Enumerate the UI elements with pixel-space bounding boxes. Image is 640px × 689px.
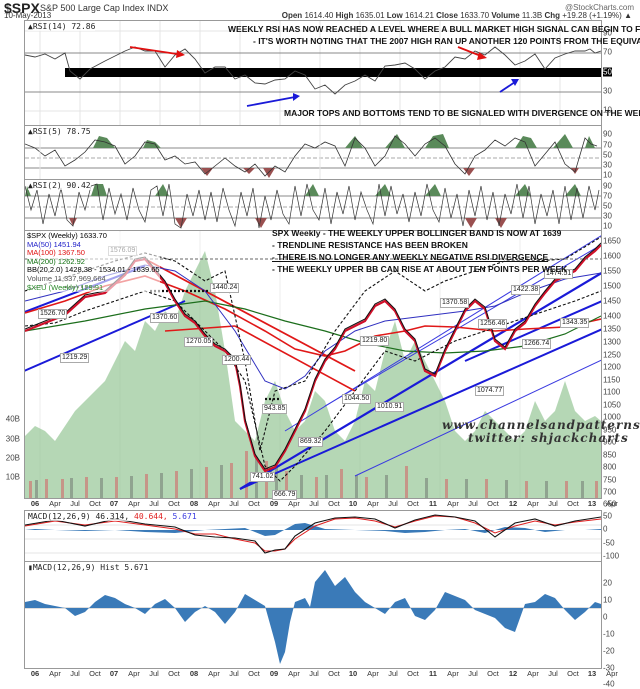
rsi-note-1: WEEKLY RSI HAS NOW REACHED A LEVEL WHERE…: [228, 24, 640, 34]
volume-label: Volume: [491, 11, 520, 20]
open-value: 1614.40: [304, 11, 334, 20]
price-tag: 1256.46: [478, 319, 508, 329]
price-tag: 869.32: [298, 437, 324, 447]
price-tag: 1440.24: [210, 283, 240, 293]
index-name: S&P 500 Large Cap Index: [40, 3, 145, 13]
legend-ma100: MA(100) 1367.50: [27, 249, 160, 258]
price-tag: 1422.38: [511, 285, 541, 295]
rsi-note-2: - IT'S WORTH NOTING THAT THE 2007 HIGH R…: [253, 36, 640, 46]
price-tag: 1526.70: [38, 309, 68, 319]
rsi5-panel: ▲RSI(5) 78.75: [24, 125, 602, 180]
indicator-icon: ▮: [28, 563, 33, 572]
low-value: 1614.21: [405, 11, 434, 20]
rsi2-label: ▲RSI(2) 90.42: [28, 181, 91, 190]
rsi2-plot: [25, 183, 601, 229]
price-tag: 1343.35: [560, 318, 590, 328]
price-tag: 1370.58: [440, 298, 470, 308]
price-tag: 666.79: [272, 490, 298, 500]
rsi14-label: ▲RSI(14) 72.86: [28, 22, 96, 31]
chart-date: 10-May-2013: [4, 11, 52, 20]
legend-bb: BB(20,2.0) 1428.38 - 1534.01 - 1639.65: [27, 265, 160, 275]
rsi14-plot: [25, 21, 601, 125]
price-tag: 1266.74: [522, 339, 552, 349]
macd-hist-label: ▮MACD(12,26,9) Hist 5.671: [28, 563, 149, 572]
macd-panel: MACD(12,26,9) 46.314, 40.644, 5.671: [24, 510, 602, 562]
low-label: Low: [386, 11, 403, 20]
legend-volume: Volume 11,337,969,664: [27, 274, 160, 284]
price-tag: 1074.77: [475, 386, 505, 396]
price-legend: $SPX (Weekly) 1633.70 MA(50) 1451.94 MA(…: [27, 231, 160, 293]
indicator-icon: ▲: [28, 127, 33, 136]
exchange: INDX: [146, 3, 169, 13]
quote-bar: Open 1614.40 High 1635.01 Low 1614.21 Cl…: [282, 11, 632, 20]
price-tag: 1219.29: [60, 353, 90, 363]
price-note-3: - THERE IS NO LONGER ANY WEEKLY NEGATIVE…: [272, 252, 549, 262]
rsi5-plot: [25, 126, 601, 179]
price-note-4: - THE WEEKLY UPPER BB CAN RISE AT ABOUT …: [272, 264, 568, 274]
legend-ma50: MA(50) 1451.94: [27, 240, 160, 250]
price-panel: [24, 230, 602, 499]
open-label: Open: [281, 11, 303, 20]
brand: @StockCharts.com: [564, 3, 634, 12]
x-axis-top: 06 Apr Jul Oct 07 Apr Jul Oct 08 Apr Jul Oct 09 Apr Ju…: [30, 499, 618, 508]
close-value: 1633.70: [460, 11, 490, 20]
up-arrow-icon: ▲: [624, 11, 632, 20]
rsi2-panel: ▲RSI(2) 90.42: [24, 179, 602, 231]
legend-ma200: MA(200) 1262.92: [27, 257, 160, 267]
price-tag: 1270.05: [184, 337, 214, 347]
high-value: 1635.01: [355, 11, 385, 20]
x-axis-bottom: 06 Apr Jul Oct 07 Apr Jul Oct 08 Apr Jul Oct 09 Apr Ju…: [30, 669, 618, 678]
legend-spx: $SPX (Weekly) 1633.70: [27, 231, 160, 241]
indicator-icon: ▲: [28, 181, 33, 190]
symbol-name: S&P 500 Large Cap Index INDX: [40, 3, 168, 13]
price-tag: 1370.60: [150, 313, 180, 323]
chart-header: $SPX S&P 500 Large Cap Index INDX @Stock…: [0, 0, 640, 20]
volume-value: 11.3B: [521, 11, 543, 20]
legend-xeu: $XEU (Weekly) 129.91: [27, 283, 160, 293]
macd-hist-plot: [25, 570, 601, 664]
price-note-2: - TRENDLINE RESISTANCE HAS BEEN BROKEN: [272, 240, 468, 250]
price-tag: 943.85: [262, 404, 288, 414]
high-label: High: [335, 11, 354, 20]
indicator-icon: ▲: [28, 22, 33, 31]
price-note-1: SPX Weekly - THE WEEKLY UPPER BOLLINGER …: [272, 228, 562, 238]
rsi5-label: ▲RSI(5) 78.75: [28, 127, 91, 136]
chg-label: Chg: [544, 11, 560, 20]
volume-axis: 40B 30B 20B 10B: [5, 414, 20, 482]
macd-hist-panel: ▮MACD(12,26,9) Hist 5.671: [24, 561, 602, 669]
price-tag: 1200.44: [222, 355, 252, 365]
price-tag: 1010.91: [375, 402, 405, 412]
rsi14-panel: ▲RSI(14) 72.86: [24, 20, 602, 126]
close-label: Close: [436, 11, 458, 20]
watermark-twitter: twitter: shjackcharts: [468, 431, 629, 445]
symbol: $SPX: [4, 0, 40, 16]
chg-value: +19.28 (+1.19%): [562, 11, 622, 20]
macd-plot: [25, 514, 601, 554]
price-tag: 741.02: [250, 472, 276, 482]
price-tag: 1044.50: [342, 394, 372, 404]
macd-label: MACD(12,26,9) 46.314, 40.644, 5.671: [28, 512, 197, 521]
price-tag: 1219.80: [360, 336, 390, 346]
rsi-note-3: MAJOR TOPS AND BOTTOMS TEND TO BE SIGNAL…: [284, 108, 640, 118]
price-tag: 1474.51: [544, 269, 574, 279]
watermark-site: www.channelsandpatterns.com: [442, 418, 640, 432]
